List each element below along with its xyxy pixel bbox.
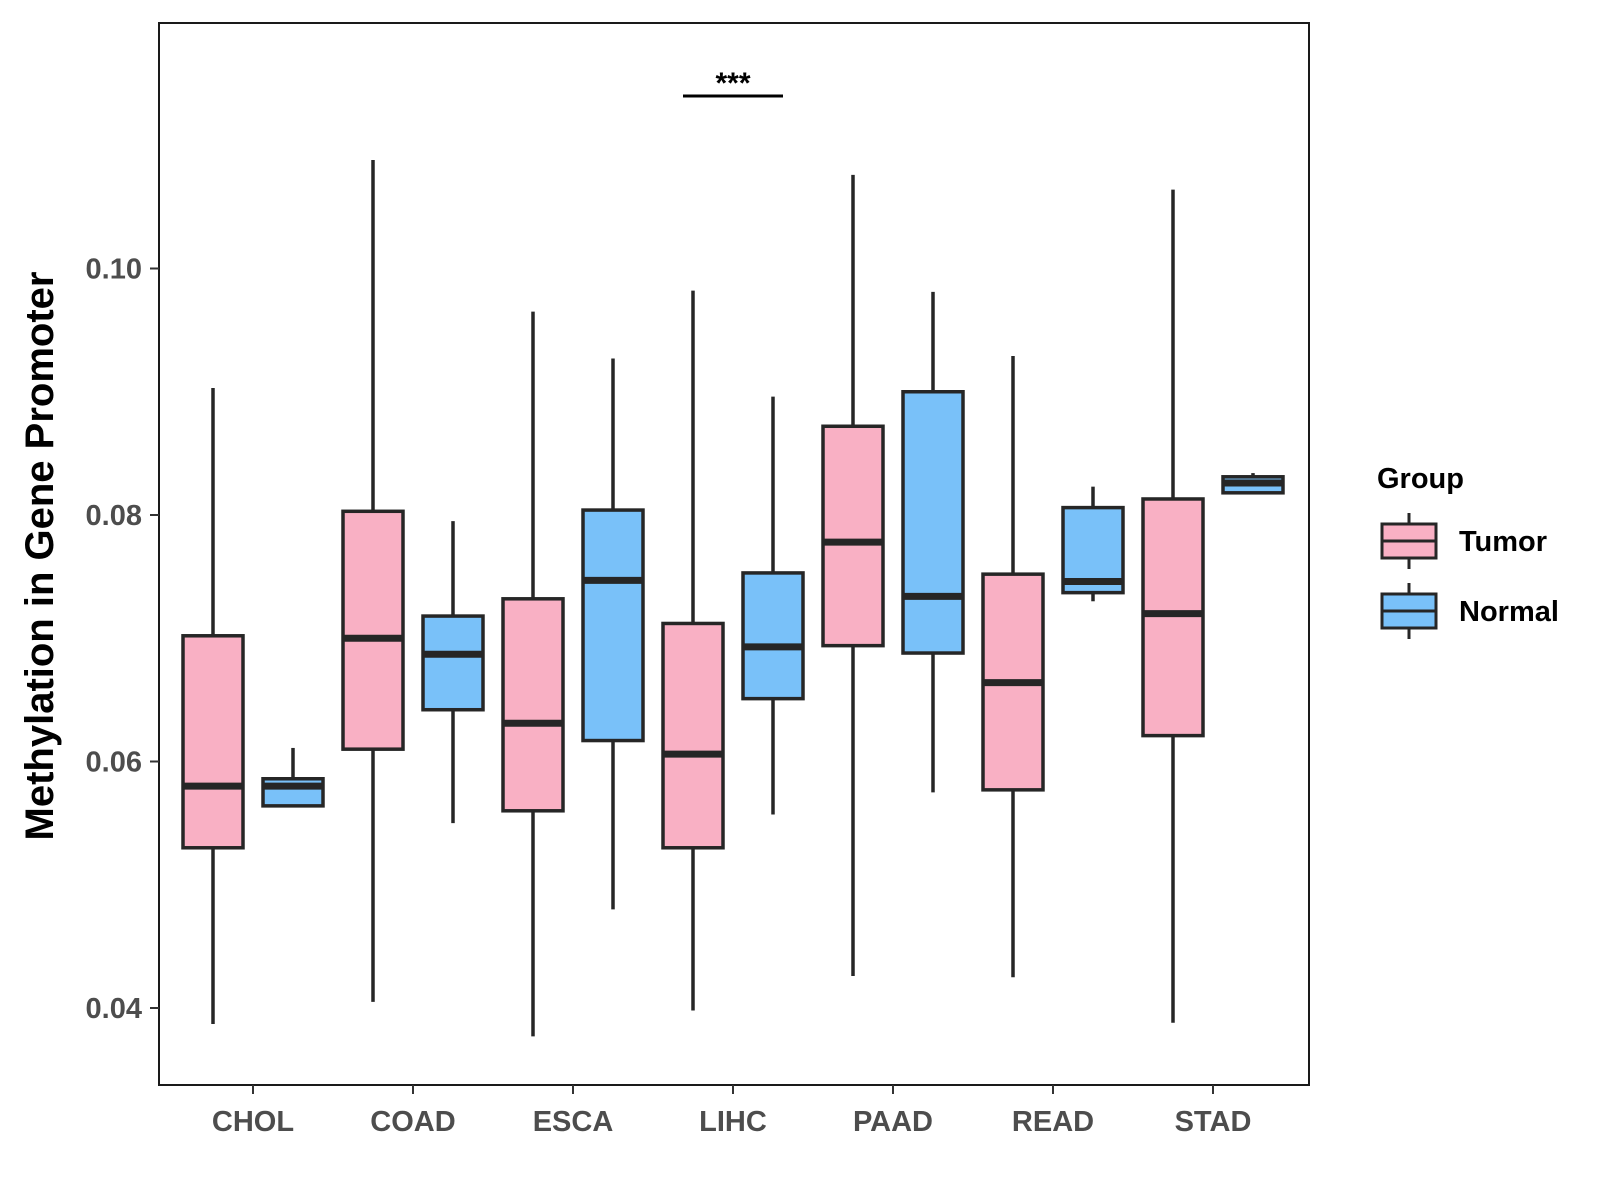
box-body (421, 614, 485, 712)
legend-label: Normal (1459, 596, 1559, 628)
x-tick-label: ESCA (533, 1106, 614, 1138)
x-tick-label: STAD (1175, 1106, 1252, 1138)
box-tumor-coad (341, 160, 405, 1002)
box-body (501, 597, 565, 813)
legend-item-normal: Normal (1380, 583, 1559, 639)
significance-annotation: *** (683, 67, 783, 100)
y-axis: 0.04 0.06 0.08 0.10 (86, 254, 159, 1025)
legend-title: Group (1377, 463, 1464, 495)
box-body (581, 508, 645, 743)
x-tick-label: PAAD (853, 1106, 933, 1138)
box-normal-esca (581, 358, 645, 910)
box-body (901, 390, 965, 655)
box-tumor-read (981, 356, 1045, 978)
box-body (821, 424, 885, 648)
box-layer (181, 160, 1285, 1037)
box-body (1141, 497, 1205, 738)
box-body (341, 509, 405, 751)
box-normal-paad (901, 291, 965, 793)
legend-label: Tumor (1459, 526, 1547, 558)
y-tick-label: 0.08 (86, 500, 142, 532)
x-tick-label: COAD (370, 1106, 455, 1138)
box-tumor-paad (821, 174, 885, 976)
box-tumor-stad (1141, 189, 1205, 1023)
box-tumor-esca (501, 311, 565, 1037)
y-tick-label: 0.10 (86, 254, 142, 286)
box-normal-chol (261, 747, 325, 808)
plot-panel-border (158, 22, 1310, 1086)
legend: Group Tumor Normal (1377, 463, 1559, 639)
box-normal-read (1061, 486, 1125, 602)
box-body (661, 621, 725, 850)
box-body (181, 634, 245, 850)
box-tumor-chol (181, 388, 245, 1025)
x-tick-label: READ (1012, 1106, 1094, 1138)
y-tick-label: 0.06 (86, 747, 142, 779)
y-axis-title: Methylation in Gene Promoter (18, 272, 62, 841)
box-body (741, 571, 805, 701)
x-tick-label: LIHC (699, 1106, 767, 1138)
y-tick-label: 0.04 (86, 993, 142, 1025)
x-axis: CHOL COAD ESCA LIHC PAAD READ STAD (212, 1085, 1251, 1138)
x-tick-label: CHOL (212, 1106, 294, 1138)
significance-label: *** (715, 67, 750, 100)
box-normal-lihc (741, 396, 805, 815)
box-normal-coad (421, 521, 485, 824)
box-normal-stad (1221, 473, 1285, 495)
legend-item-tumor: Tumor (1380, 513, 1547, 569)
box-tumor-lihc (661, 290, 725, 1011)
